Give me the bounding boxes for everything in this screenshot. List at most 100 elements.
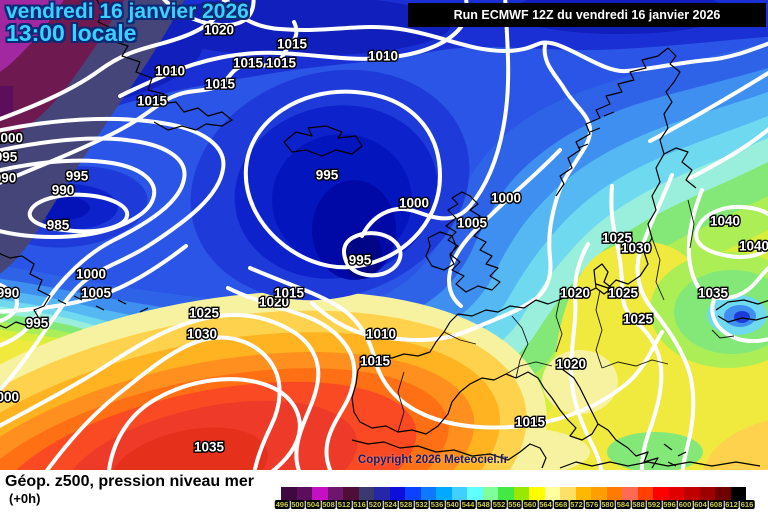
legend-color-block <box>513 487 529 501</box>
isobar-label: 1005 <box>457 216 488 231</box>
legend-value: 572 <box>569 500 584 509</box>
isobar-label: 995 <box>26 316 49 331</box>
legend-value: 616 <box>739 500 755 509</box>
legend-color-block <box>498 487 514 501</box>
country-borders <box>397 199 735 433</box>
legend-value: 540 <box>445 500 460 509</box>
isobar-label: 1000 <box>0 390 19 405</box>
legend-value: 496 <box>274 500 290 509</box>
isobar-value-labels: 1015102010151015101510101010101510151000… <box>0 0 768 456</box>
legend-color-block <box>730 487 746 501</box>
legend-value: 512 <box>336 500 352 509</box>
legend-color-block <box>482 487 498 501</box>
legend-color-block <box>358 487 374 501</box>
legend-value: 544 <box>460 500 476 509</box>
isobar-label: 995 <box>0 150 18 165</box>
forecast-date: vendredi 16 janvier 2026 <box>6 0 249 23</box>
pressure-map: 1015102010151015101510101010101510151000… <box>0 0 768 470</box>
legend-value: 592 <box>646 500 662 509</box>
legend-value: 584 <box>615 500 631 509</box>
map-canvas: 1015102010151015101510101010101510151000… <box>0 0 768 470</box>
legend-value: 580 <box>600 500 615 509</box>
legend-color-block <box>343 487 359 501</box>
legend-color-block <box>389 487 405 501</box>
isobar-label: 1030 <box>187 327 217 342</box>
model-run-banner: Run ECMWF 12Z du vendredi 16 janvier 202… <box>408 3 766 27</box>
isobar-label: 990 <box>0 171 16 186</box>
isobar-label: 990 <box>52 183 75 198</box>
legend-color-block <box>544 487 560 501</box>
isobar-label: 1000 <box>0 131 23 146</box>
isobar-label: 1025 <box>623 312 654 327</box>
legend-color-block <box>591 487 607 501</box>
isobar-label: 1010 <box>155 64 185 79</box>
copyright-notice: Copyright 2026 Meteociel.fr <box>357 454 509 466</box>
legend-color-block <box>420 487 436 501</box>
legend-color-block <box>312 487 328 501</box>
legend-color-block <box>606 487 622 501</box>
legend-color-block <box>637 487 653 501</box>
legend-value: 568 <box>553 500 569 509</box>
legend-value: 528 <box>398 500 414 509</box>
coastlines <box>0 0 768 469</box>
isobar-label: 1020 <box>560 286 590 301</box>
legend-value: 532 <box>414 500 429 509</box>
legend-color-block <box>296 487 312 501</box>
legend-value: 500 <box>290 500 305 509</box>
isobar-label: 1020 <box>204 23 234 38</box>
legend-color-block <box>699 487 715 501</box>
legend-color-block <box>529 487 545 501</box>
z500-color-scale: 496 500 504 508 512 516 520 524 528 532 536 540 544 5… <box>274 487 755 511</box>
legend-value: 536 <box>429 500 445 509</box>
isobar-label: 1015 <box>233 56 264 71</box>
isobar-label: 990 <box>0 286 19 301</box>
isobar-label: 1035 <box>698 286 729 301</box>
legend-color-block <box>436 487 452 501</box>
map-title: Géop. z500, pression niveau mer <box>5 473 254 490</box>
model-run-text: Run ECMWF 12Z du vendredi 16 janvier 202… <box>453 8 721 22</box>
legend-value: 612 <box>724 500 739 509</box>
legend-color-block <box>715 487 731 501</box>
isobar-label: 1025 <box>602 231 633 246</box>
legend-color-block <box>451 487 467 501</box>
isobar-label: 995 <box>316 168 339 183</box>
isobar-label: 1020 <box>556 357 586 372</box>
isobar-label: 1005 <box>81 286 112 301</box>
forecast-hour: (+0h) <box>9 491 41 506</box>
legend-value: 608 <box>708 500 724 509</box>
isobar-label: 1015 <box>277 37 308 52</box>
legend-value: 576 <box>584 500 600 509</box>
legend-value: 552 <box>491 500 507 509</box>
isobar-label: 1025 <box>608 286 639 301</box>
legend-color-block <box>327 487 343 501</box>
isobar-label: 1015 <box>205 77 236 92</box>
legend-color-block <box>281 487 297 501</box>
isobar-label: 1040 <box>739 239 768 254</box>
isobar-label: 1015 <box>210 2 241 17</box>
forecast-datetime: vendredi 16 janvier 2026 13:00 locale <box>6 1 249 46</box>
isobar-label: 1035 <box>194 440 225 455</box>
isobar-label: 1015 <box>515 415 546 430</box>
legend-color-block <box>653 487 669 501</box>
legend-value: 560 <box>522 500 538 509</box>
legend-color-block <box>684 487 700 501</box>
legend-value: 548 <box>476 500 491 509</box>
legend-color-block <box>575 487 591 501</box>
isobar-label: 1000 <box>491 191 521 206</box>
legend-value: 508 <box>321 500 336 509</box>
legend-value: 516 <box>352 500 367 509</box>
isobar-label: 1000 <box>399 196 429 211</box>
legend-values: 496 500 504 508 512 516 520 524 528 532 536 540 544 5… <box>274 500 755 510</box>
legend-value: 556 <box>507 500 522 509</box>
legend-value: 600 <box>677 500 693 509</box>
isobar-label: 995 <box>349 253 372 268</box>
legend-color-block <box>560 487 576 501</box>
isobar-label: 1025 <box>189 306 220 321</box>
isobar-label: 1015 <box>360 354 391 369</box>
isobar-label: 1015 <box>137 94 168 109</box>
isobar-label: 1015 <box>266 56 297 71</box>
isobar-label: 1010 <box>366 327 396 342</box>
bottom-bar: Géop. z500, pression niveau mer (+0h) 49… <box>0 470 768 512</box>
legend-value: 596 <box>662 500 677 509</box>
